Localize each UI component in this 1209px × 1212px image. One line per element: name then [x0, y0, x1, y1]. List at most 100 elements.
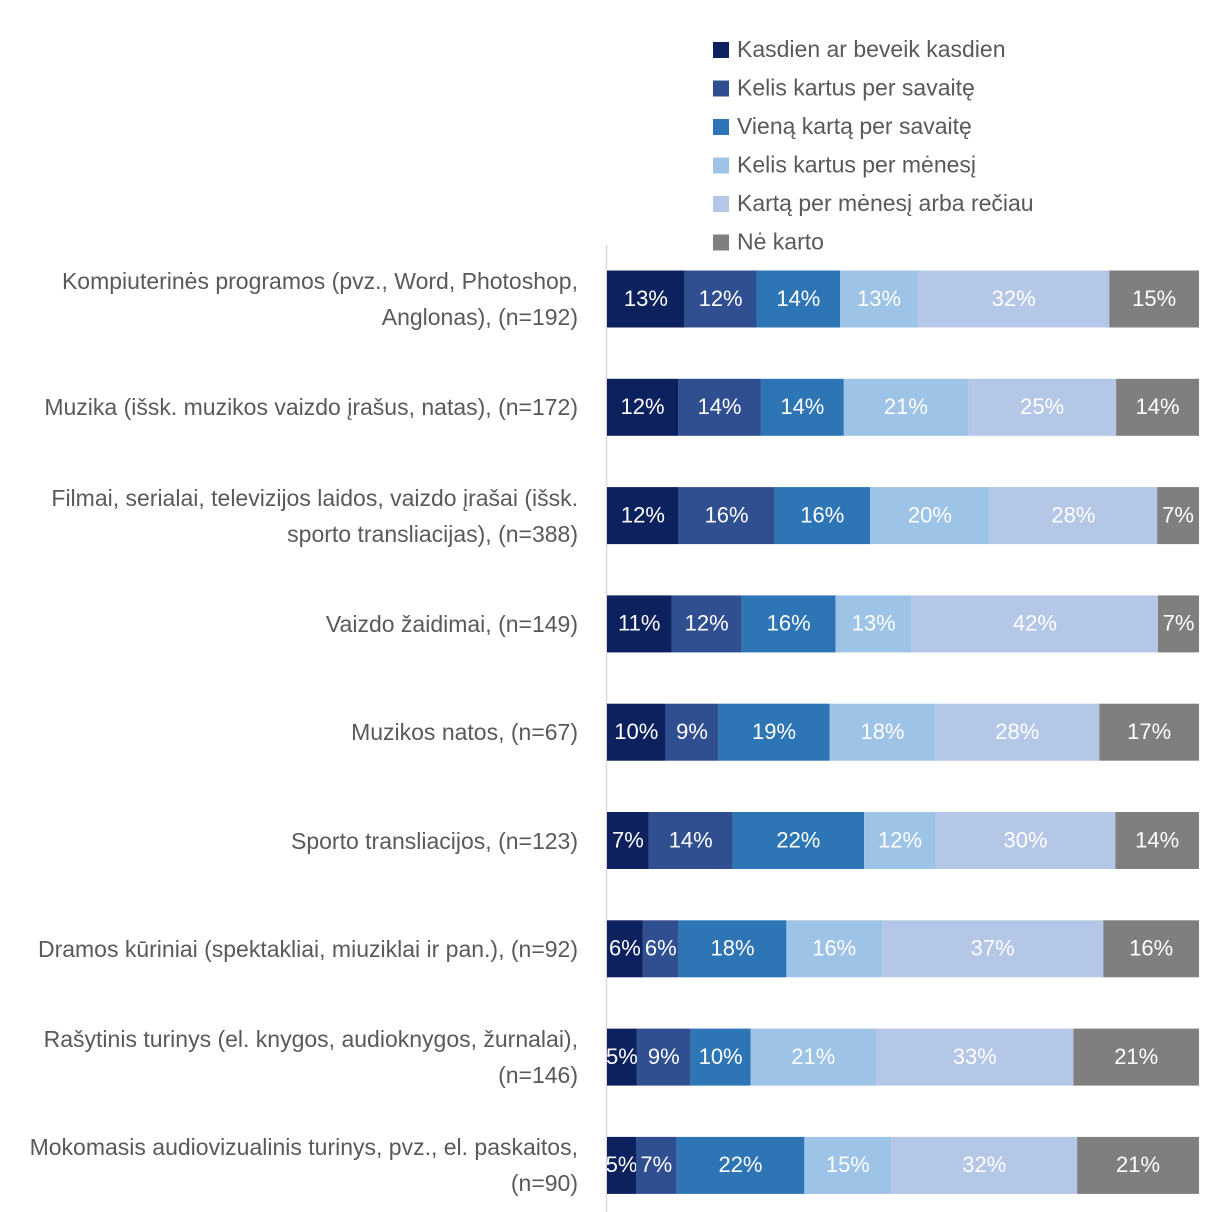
data-label: 37%: [971, 936, 1015, 961]
data-label: 32%: [992, 286, 1036, 311]
bar-segment: [636, 1028, 691, 1086]
bar-segment: [829, 703, 936, 761]
legend-label: Kartą per mėnesį arba rečiau: [737, 190, 1034, 216]
data-label: 5%: [606, 1152, 638, 1177]
bar-segment: [607, 270, 685, 328]
data-label: 10%: [614, 719, 658, 744]
bar-segment: [1073, 1028, 1199, 1086]
data-label: 21%: [884, 394, 928, 419]
legend-label: Vieną kartą per savaitę: [737, 113, 972, 139]
data-label: 12%: [699, 286, 743, 311]
bar-segment: [607, 595, 672, 653]
bar-segment: [870, 487, 990, 545]
bar-segment: [774, 487, 871, 545]
legend-label: Kasdien ar beveik kasdien: [737, 36, 1006, 62]
bar-segment: [607, 703, 666, 761]
data-label: 6%: [609, 936, 641, 961]
data-label: 22%: [776, 827, 820, 852]
bar-segment: [665, 703, 719, 761]
data-label: 14%: [697, 394, 741, 419]
data-label: 6%: [645, 936, 677, 961]
data-label: 16%: [767, 611, 811, 636]
legend-swatch: [713, 80, 729, 97]
bar-segment: [876, 1028, 1074, 1086]
bar-segment: [917, 270, 1110, 328]
bar-segment: [607, 378, 679, 436]
bar-segment: [882, 920, 1104, 978]
data-label: 22%: [718, 1152, 762, 1177]
bar-segment: [1157, 595, 1199, 653]
data-label: 15%: [826, 1152, 870, 1177]
bar-segment: [741, 595, 836, 653]
data-label: 21%: [1114, 1044, 1158, 1069]
data-label: 9%: [648, 1044, 680, 1069]
legend-label: Kelis kartus per mėnesį: [737, 152, 976, 178]
data-label: 13%: [624, 286, 668, 311]
data-label: 7%: [612, 827, 644, 852]
bar-segment: [684, 270, 757, 328]
category-label: Vaizdo žaidimai, (n=149): [325, 610, 578, 637]
bar-segment: [642, 920, 679, 978]
data-label: 10%: [699, 1044, 743, 1069]
bar-segment: [1109, 270, 1199, 328]
bar-segment: [676, 1136, 805, 1194]
bar-segment: [607, 487, 679, 545]
bar-segment: [607, 920, 643, 978]
bar-segment: [968, 378, 1117, 436]
data-label: 7%: [1162, 502, 1194, 527]
legend-swatch: [713, 196, 729, 212]
bar-segment: [671, 595, 742, 653]
bar-segment: [756, 270, 841, 328]
category-label: Rašytinis turinys (el. knygos, audioknyg…: [43, 1026, 578, 1089]
data-label: 12%: [685, 611, 729, 636]
data-label: 12%: [620, 394, 664, 419]
bar-segment: [1099, 703, 1199, 761]
bar-segment: [1103, 920, 1199, 978]
bar-segment: [835, 595, 912, 653]
bar-segment: [843, 378, 969, 436]
data-label: 18%: [860, 719, 904, 744]
bar-segment: [718, 703, 830, 761]
data-label: 15%: [1132, 286, 1176, 311]
bar-segment: [607, 1136, 637, 1194]
bar-segment: [607, 812, 649, 869]
category-label: Mokomasis audiovizualinis turinys, pvz.,…: [29, 1134, 578, 1197]
legend-label: Nė karto: [737, 229, 824, 255]
data-label: 18%: [711, 936, 755, 961]
data-label: 21%: [791, 1044, 835, 1069]
data-label: 11%: [618, 611, 660, 636]
category-label: Kompiuterinės programos (pvz., Word, Pho…: [61, 268, 578, 330]
legend-swatch: [713, 157, 729, 174]
data-label: 19%: [752, 719, 796, 744]
category-label: Muzikos natos, (n=67): [351, 719, 578, 746]
data-label: 28%: [995, 719, 1039, 744]
data-label: 21%: [1116, 1152, 1160, 1177]
data-label: 9%: [676, 719, 708, 744]
bar-segment: [935, 812, 1116, 869]
category-label: Filmai, serialai, televizijos laidos, va…: [51, 484, 578, 547]
bar-segment: [1116, 378, 1199, 436]
data-label: 7%: [640, 1152, 672, 1177]
data-label: 14%: [669, 827, 713, 852]
bar-segment: [864, 812, 936, 869]
data-label: 7%: [1163, 611, 1195, 636]
data-label: 14%: [1135, 827, 1179, 852]
category-label: Sporto transliacijos, (n=123): [290, 827, 578, 854]
data-label: 33%: [953, 1044, 997, 1069]
data-label: 20%: [908, 502, 952, 527]
bar-segment: [804, 1136, 892, 1194]
bar-segment: [607, 1028, 637, 1086]
data-label: 42%: [1013, 611, 1057, 636]
data-label: 5%: [606, 1044, 638, 1069]
data-label: 30%: [1004, 827, 1048, 852]
bar-segment: [911, 595, 1158, 653]
bar-segment: [935, 703, 1100, 761]
data-label: 16%: [1129, 936, 1173, 961]
data-label: 12%: [878, 827, 922, 852]
data-label: 32%: [962, 1152, 1006, 1177]
data-label: 14%: [1136, 394, 1180, 419]
data-label: 16%: [705, 502, 749, 527]
data-label: 13%: [852, 611, 896, 636]
legend-swatch: [713, 42, 729, 58]
bar-segment: [648, 812, 733, 869]
